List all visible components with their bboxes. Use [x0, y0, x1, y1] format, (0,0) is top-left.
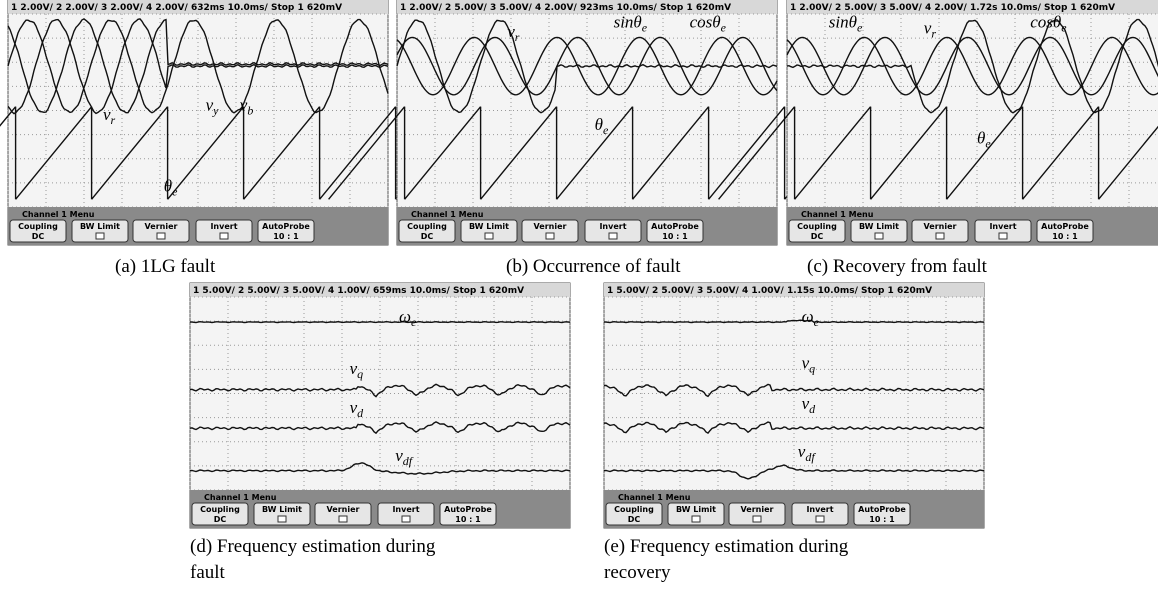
menu-button-label: Invert — [989, 222, 1016, 231]
label-base: θ — [977, 128, 985, 147]
menu-button-label: Vernier — [534, 222, 567, 231]
menu-button-label: BW Limit — [469, 222, 509, 231]
scope-header: 1 2.00V/ 2 2.00V/ 3 2.00V/ 4 2.00V/ 632m… — [11, 3, 342, 13]
menu-button-label: AutoProbe — [1041, 222, 1089, 231]
label-subscript: r — [931, 26, 936, 40]
menu-button-indicator — [936, 233, 944, 239]
menu-button-indicator — [278, 516, 286, 522]
caption: (e) Frequency estimation during — [604, 536, 849, 557]
scope-header: 1 5.00V/ 2 5.00V/ 3 5.00V/ 4 1.00V/ 659m… — [193, 286, 524, 296]
label-subscript: e — [411, 315, 417, 329]
scope-screenshot: 1 5.00V/ 2 5.00V/ 3 5.00V/ 4 1.00V/ 1.15… — [604, 283, 984, 528]
menu-button-label: AutoProbe — [262, 222, 310, 231]
label-base: θ — [164, 177, 172, 196]
caption: (b) Occurrence of fault — [506, 256, 681, 277]
menu-button-indicator — [753, 516, 761, 522]
menu-button-label: BW Limit — [262, 505, 302, 514]
menu-button-label: BW Limit — [859, 222, 899, 231]
label-subscript: e — [814, 315, 820, 329]
menu-button-value: 10 : 1 — [662, 232, 688, 241]
menu-button-label: Coupling — [797, 222, 837, 231]
label-subscript: q — [357, 367, 363, 381]
menu-button-label: Vernier — [327, 505, 360, 514]
menu-button-value: DC — [421, 232, 434, 241]
menu-button-value: DC — [32, 232, 45, 241]
menu-button-label: Invert — [806, 505, 833, 514]
menu-button-indicator — [875, 233, 883, 239]
menu-button-label: Coupling — [407, 222, 447, 231]
label-subscript: d — [357, 406, 364, 420]
scope-header: 1 5.00V/ 2 5.00V/ 3 5.00V/ 4 1.00V/ 1.15… — [607, 286, 932, 296]
figure: 1 2.00V/ 2 2.00V/ 3 2.00V/ 4 2.00V/ 632m… — [0, 0, 1158, 592]
menu-button-indicator — [692, 516, 700, 522]
menu-button-label: Invert — [392, 505, 419, 514]
label-subscript: r — [515, 30, 520, 44]
label-subscript: e — [1061, 21, 1067, 35]
menu-button-label: Coupling — [18, 222, 58, 231]
label-subscript: e — [857, 21, 863, 35]
menu-button-indicator — [339, 516, 347, 522]
label-base: ω — [802, 307, 814, 326]
waveform — [190, 322, 570, 323]
menu-button-label: Invert — [599, 222, 626, 231]
menu-button-label: Coupling — [614, 505, 654, 514]
menu-button-label: AutoProbe — [651, 222, 699, 231]
label-subscript: r — [111, 113, 116, 127]
menu-button-value: 10 : 1 — [455, 515, 481, 524]
caption: recovery — [604, 562, 671, 583]
caption: (a) 1LG fault — [115, 256, 216, 277]
label-subscript: df — [805, 450, 816, 464]
label-subscript: e — [721, 21, 727, 35]
menu-button-indicator — [609, 233, 617, 239]
caption: (d) Frequency estimation during — [190, 536, 436, 557]
label-base: sinθ — [614, 13, 642, 32]
scope-header: 1 2.00V/ 2 5.00V/ 3 5.00V/ 4 2.00V/ 1.72… — [790, 3, 1115, 13]
menu-title: Channel 1 Menu — [801, 210, 874, 219]
menu-title: Channel 1 Menu — [22, 210, 95, 219]
menu-button-label: Vernier — [145, 222, 178, 231]
menu-button-label: Vernier — [924, 222, 957, 231]
menu-button-value: DC — [811, 232, 824, 241]
menu-button-label: BW Limit — [676, 505, 716, 514]
label-subscript: d — [809, 402, 816, 416]
label-base: sinθ — [829, 13, 857, 32]
menu-button-label: BW Limit — [80, 222, 120, 231]
menu-button-indicator — [157, 233, 165, 239]
menu-button-value: 10 : 1 — [869, 515, 895, 524]
menu-title: Channel 1 Menu — [618, 493, 691, 502]
menu-button-value: DC — [214, 515, 227, 524]
scope-header: 1 2.00V/ 2 5.00V/ 3 5.00V/ 4 2.00V/ 923m… — [400, 3, 731, 13]
menu-button-indicator — [220, 233, 228, 239]
menu-button-label: Invert — [210, 222, 237, 231]
menu-button-value: 10 : 1 — [273, 232, 299, 241]
label-base: ω — [399, 307, 411, 326]
menu-button-indicator — [999, 233, 1007, 239]
label-base: θ — [595, 115, 603, 134]
label-subscript: e — [603, 123, 609, 137]
menu-button-value: 10 : 1 — [1052, 232, 1078, 241]
label-subscript: e — [985, 136, 991, 150]
label-subscript: q — [809, 361, 815, 375]
label-subscript: e — [172, 185, 178, 199]
menu-button-indicator — [402, 516, 410, 522]
menu-title: Channel 1 Menu — [411, 210, 484, 219]
scope-screenshot: 1 5.00V/ 2 5.00V/ 3 5.00V/ 4 1.00V/ 659m… — [190, 283, 570, 528]
menu-title: Channel 1 Menu — [204, 493, 277, 502]
menu-button-indicator — [96, 233, 104, 239]
menu-button-label: Vernier — [741, 505, 774, 514]
menu-button-label: AutoProbe — [444, 505, 492, 514]
menu-button-indicator — [816, 516, 824, 522]
menu-button-value: DC — [628, 515, 641, 524]
menu-button-indicator — [546, 233, 554, 239]
label-base: cosθ — [1030, 13, 1061, 32]
menu-button-label: Coupling — [200, 505, 240, 514]
label-subscript: b — [247, 104, 253, 118]
menu-button-label: AutoProbe — [858, 505, 906, 514]
label-subscript: e — [642, 21, 648, 35]
caption: fault — [190, 562, 226, 583]
label-subscript: y — [212, 104, 219, 118]
menu-button-indicator — [485, 233, 493, 239]
label-base: cosθ — [690, 13, 721, 32]
caption: (c) Recovery from fault — [807, 256, 988, 277]
